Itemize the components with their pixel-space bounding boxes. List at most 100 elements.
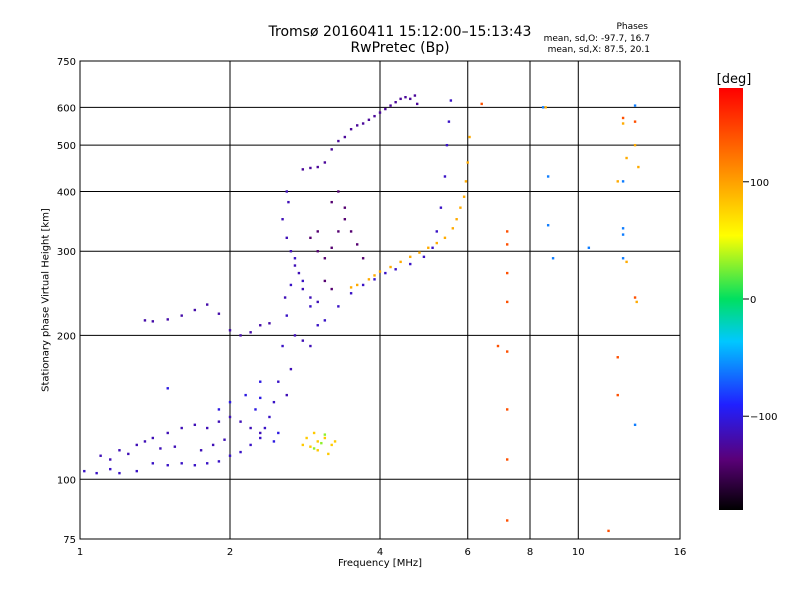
data-point [413, 94, 417, 97]
data-point [180, 462, 183, 465]
phase-stats-o: mean, sd,O: -97.7, 16.7 [543, 34, 650, 44]
data-point [193, 464, 197, 467]
data-point [621, 180, 625, 183]
y-tick-label: 75 [63, 535, 76, 546]
data-point [323, 279, 327, 283]
data-point [254, 408, 257, 411]
data-point [443, 175, 447, 178]
data-point [268, 415, 271, 419]
data-point [316, 300, 319, 304]
data-point [228, 400, 232, 404]
data-point [389, 104, 392, 107]
data-point [223, 438, 226, 441]
x-axis-label: Frequency [MHz] [337, 558, 423, 569]
data-point [544, 106, 547, 109]
data-point [633, 120, 637, 123]
data-point [135, 469, 138, 473]
data-point [447, 120, 451, 123]
data-point [327, 452, 330, 456]
data-point [384, 107, 387, 111]
data-point [389, 265, 392, 269]
chart-title: Tromsø 20160411 15:12:00–15:13:43 [268, 24, 532, 40]
data-point [293, 264, 297, 267]
data-point [205, 462, 209, 465]
data-point [621, 257, 625, 260]
data-point [333, 440, 337, 443]
data-point [309, 305, 312, 308]
data-point [151, 436, 155, 440]
data-point [305, 436, 308, 440]
data-point [323, 319, 327, 322]
data-point [373, 274, 376, 277]
data-point [505, 271, 509, 275]
data-point [217, 420, 221, 423]
data-point [151, 320, 155, 323]
data-point [466, 161, 469, 164]
data-point [330, 287, 333, 291]
data-point [355, 124, 359, 127]
data-point [316, 230, 319, 233]
data-point [217, 312, 221, 315]
data-point [127, 452, 130, 456]
data-point [505, 408, 509, 411]
data-point [297, 271, 301, 275]
data-point [427, 246, 430, 249]
data-point [459, 206, 462, 209]
data-point [289, 250, 293, 253]
colorbar-tick-label: 100 [750, 178, 769, 189]
data-point [343, 135, 347, 139]
data-point [309, 344, 312, 348]
data-point [281, 218, 284, 221]
y-tick-label: 100 [57, 475, 76, 486]
data-point [316, 250, 319, 253]
chart-subtitle: RwPretec (Bp) [350, 40, 450, 56]
data-point [422, 255, 426, 259]
data-point [293, 334, 297, 337]
data-point [323, 161, 327, 164]
data-point [409, 262, 412, 266]
data-point [323, 433, 327, 436]
data-point [361, 257, 365, 260]
data-point [378, 111, 382, 114]
data-point [633, 104, 637, 107]
data-point [607, 529, 610, 533]
data-point [228, 329, 232, 332]
data-point [109, 458, 112, 461]
data-point [462, 195, 466, 198]
data-point [633, 296, 637, 299]
data-point [259, 431, 262, 435]
data-point [118, 471, 121, 475]
data-point [349, 286, 353, 289]
data-point [409, 255, 412, 259]
data-point [320, 441, 323, 445]
data-point [621, 233, 625, 236]
data-point [625, 156, 628, 160]
data-point [289, 367, 293, 371]
data-point [211, 443, 215, 447]
data-point [355, 243, 359, 246]
data-point [301, 339, 305, 342]
phase-stats-header: Phases [616, 22, 648, 32]
data-point [480, 102, 483, 106]
data-point [616, 356, 619, 359]
data-point [217, 460, 221, 463]
data-point [505, 458, 509, 461]
data-point [199, 449, 203, 452]
data-point [205, 426, 209, 430]
data-point [415, 102, 419, 106]
data-point [217, 408, 221, 411]
data-point [378, 270, 382, 273]
data-point [285, 190, 288, 193]
data-point [228, 454, 232, 457]
data-point [193, 308, 197, 312]
data-point [505, 243, 509, 246]
data-point [355, 283, 359, 287]
data-point [409, 97, 412, 101]
plot-frame [79, 60, 681, 540]
data-point [83, 469, 86, 473]
data-point [166, 464, 169, 467]
x-tick-label: 6 [465, 547, 471, 558]
data-point [435, 241, 438, 245]
data-point [301, 279, 305, 283]
data-point [173, 445, 177, 448]
